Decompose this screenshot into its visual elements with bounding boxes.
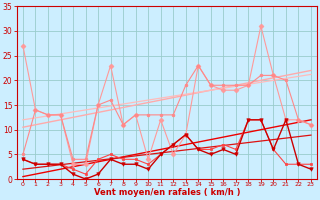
X-axis label: Vent moyen/en rafales ( km/h ): Vent moyen/en rafales ( km/h ) — [94, 188, 240, 197]
